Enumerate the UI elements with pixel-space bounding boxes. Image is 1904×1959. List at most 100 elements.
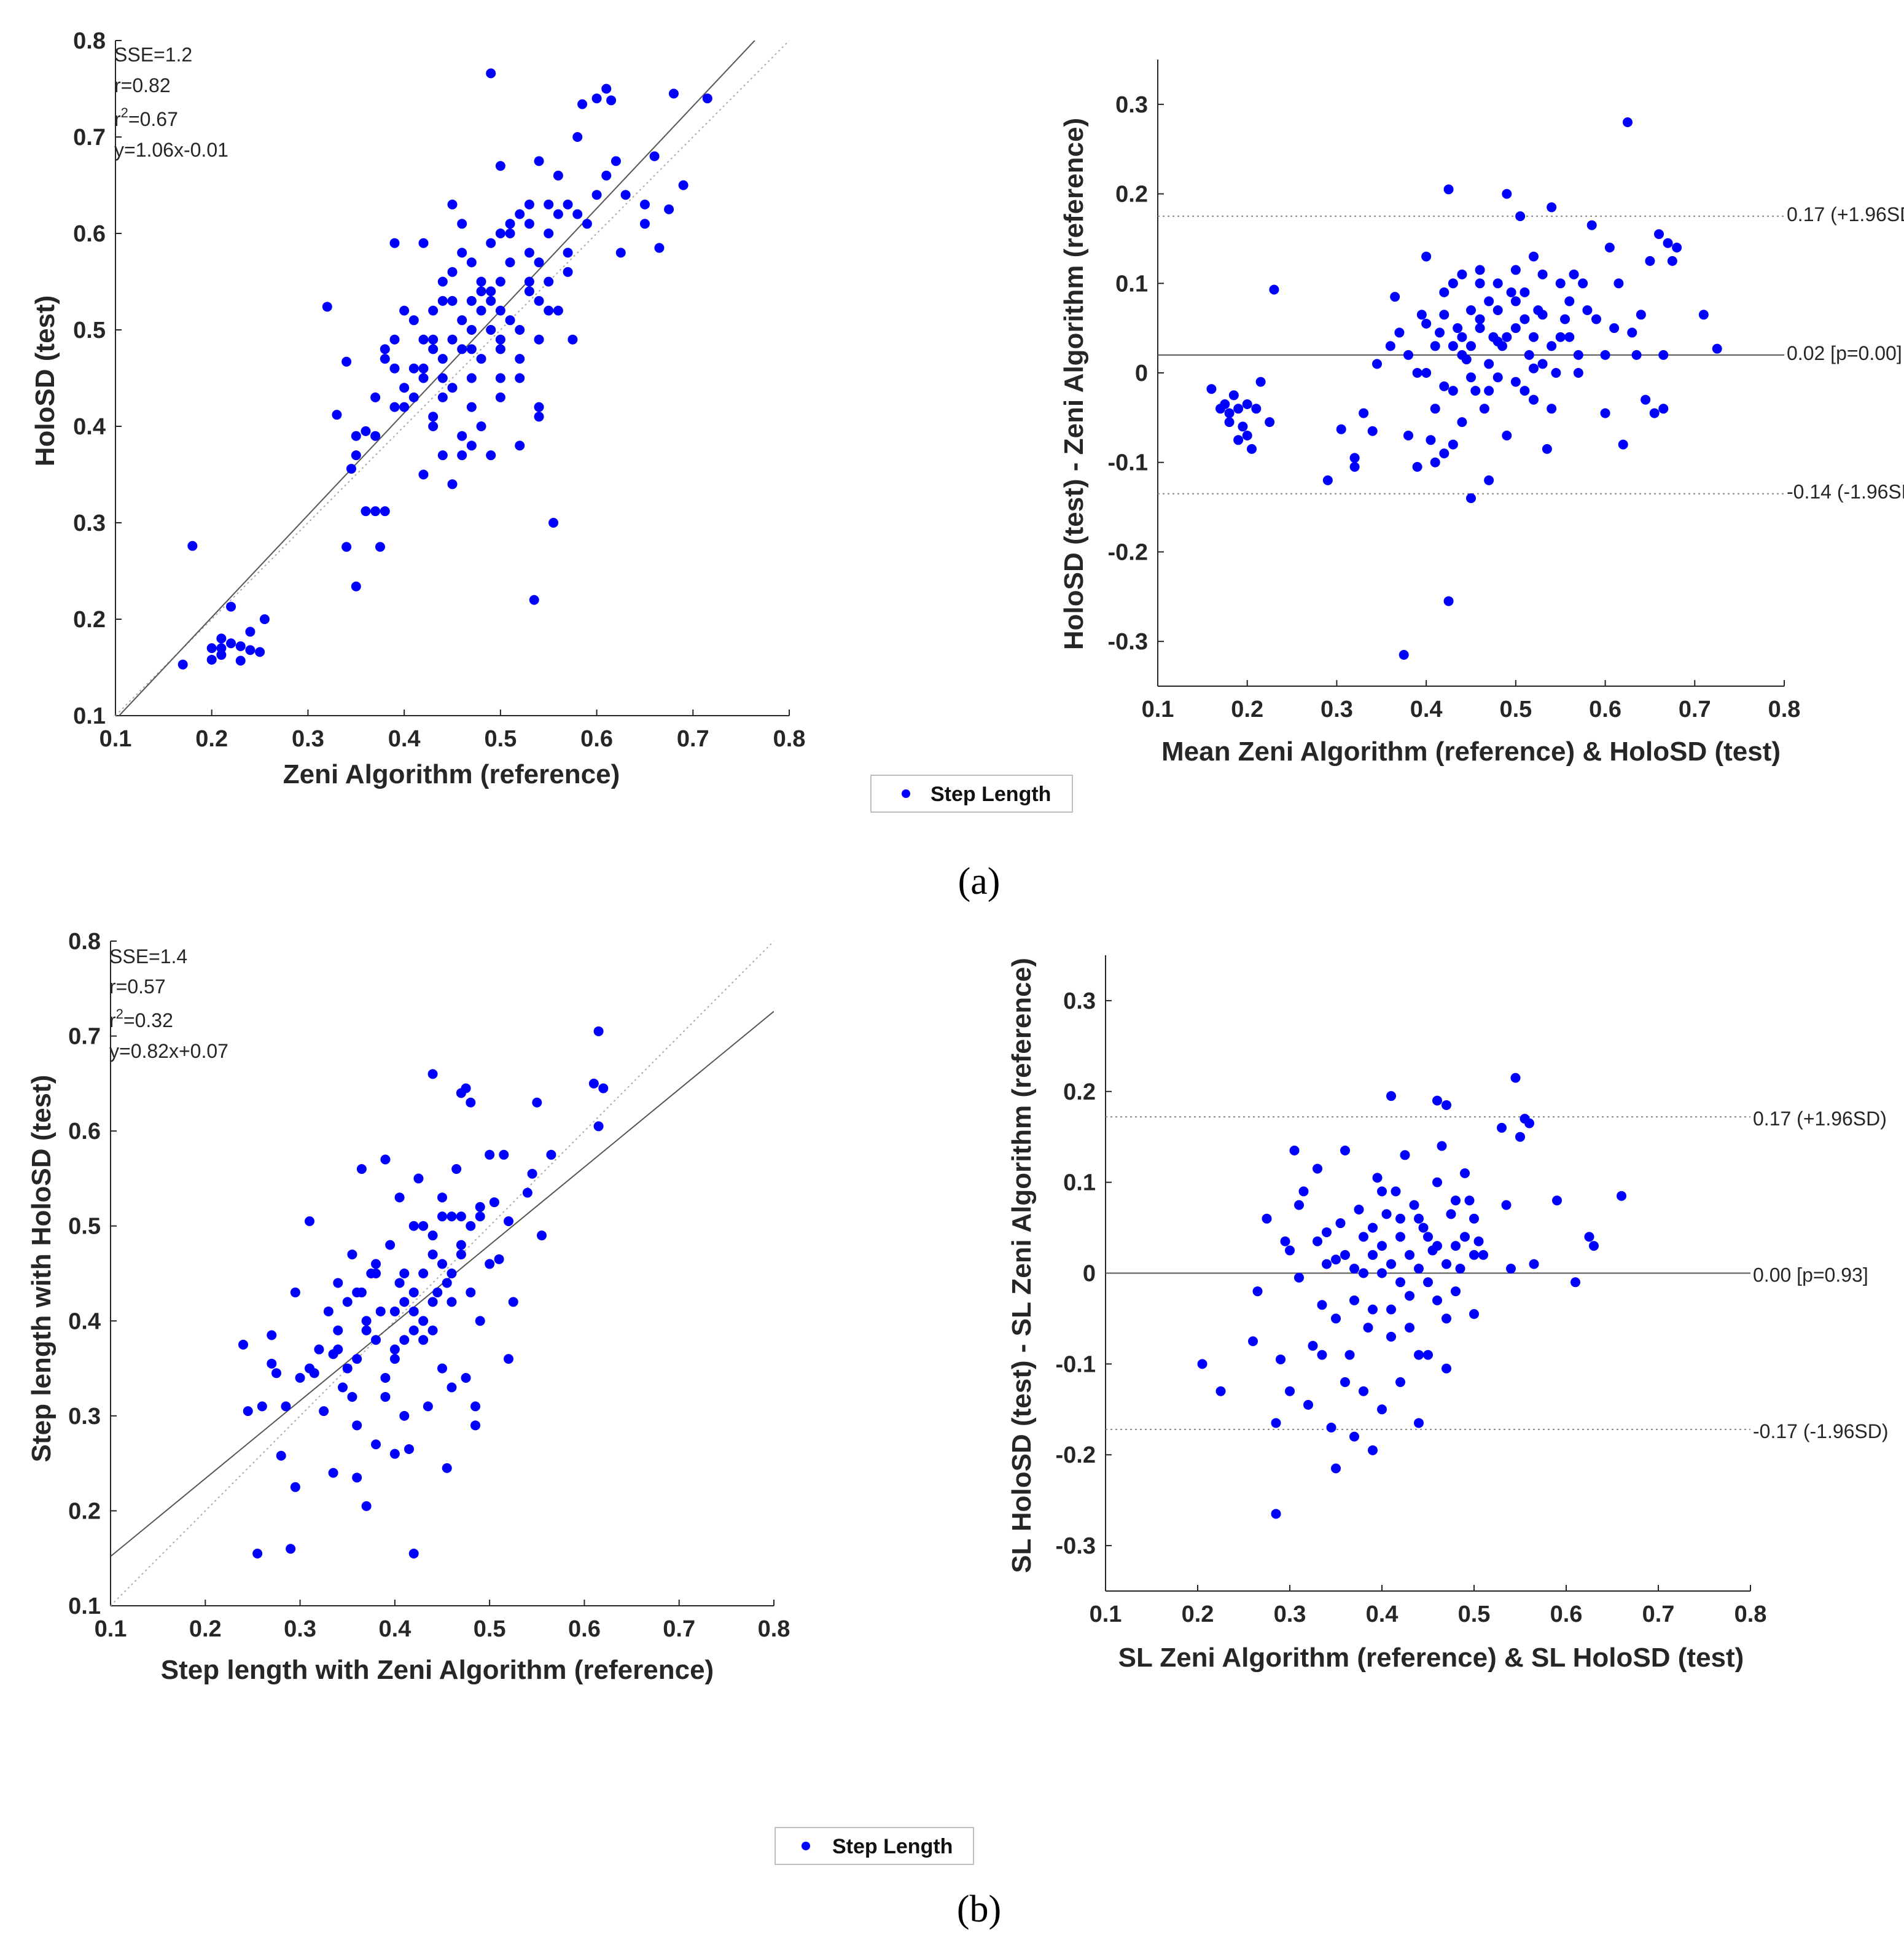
data-point (466, 1221, 476, 1231)
data-point (447, 334, 458, 345)
data-point (333, 1344, 343, 1355)
data-point (442, 1278, 452, 1288)
stat-r: r=0.57 (109, 976, 166, 998)
data-point (1529, 332, 1539, 342)
data-point (466, 402, 477, 412)
data-point (664, 204, 674, 214)
stat-r-squared: r2=0.67 (114, 105, 178, 130)
data-point (461, 1083, 471, 1093)
legend-marker (902, 789, 910, 798)
data-point (1386, 1332, 1396, 1342)
data-point (351, 581, 361, 592)
data-point (322, 302, 332, 312)
data-point (216, 643, 227, 654)
data-point (1405, 1323, 1414, 1333)
data-point (505, 315, 515, 326)
upper-limit-line-label: 0.17 (+1.96SD) (1753, 1108, 1887, 1130)
data-point (486, 68, 496, 79)
x-tick-label: 0.5 (1458, 1601, 1491, 1627)
data-point (1386, 1304, 1396, 1315)
data-point (1265, 417, 1275, 428)
y-tick-label: 0.3 (73, 510, 106, 536)
data-point (515, 354, 525, 364)
data-point (206, 654, 217, 665)
data-point (508, 1297, 518, 1307)
data-point (418, 469, 429, 480)
data-point (238, 1339, 248, 1350)
data-point (1313, 1163, 1322, 1174)
data-point (276, 1450, 286, 1461)
stat-equation: y=0.82x+0.07 (109, 1040, 228, 1062)
data-point (1377, 1268, 1387, 1278)
data-point (1484, 359, 1494, 369)
data-point (1484, 296, 1494, 307)
data-point (1564, 296, 1575, 307)
data-point (1479, 404, 1489, 414)
data-point (1520, 314, 1530, 324)
data-point (1501, 1200, 1512, 1210)
data-point (375, 1306, 386, 1316)
y-tick-label: 0.7 (73, 125, 106, 151)
data-point (489, 1197, 499, 1208)
subfigure-label-b: (b) (957, 1888, 1001, 1930)
upper-limit-line-label: 0.17 (+1.96SD) (1787, 203, 1904, 225)
data-point (1466, 372, 1476, 383)
data-point (1506, 287, 1516, 297)
data-point (216, 650, 227, 660)
data-point (1589, 1241, 1599, 1251)
data-point (1537, 359, 1548, 369)
x-tick-label: 0.4 (378, 1616, 411, 1642)
data-point (1276, 1354, 1286, 1364)
data-point (1421, 251, 1432, 262)
data-point (338, 1382, 348, 1393)
data-point (1317, 1350, 1327, 1360)
data-point (1262, 1213, 1272, 1224)
subfigure-label-a: (a) (958, 861, 1001, 902)
data-point (404, 1444, 414, 1454)
data-point (591, 190, 602, 200)
y-tick-label: 0.5 (68, 1214, 101, 1240)
data-point (1649, 408, 1660, 418)
data-point (1405, 1291, 1414, 1301)
data-point (1349, 462, 1360, 472)
data-point (601, 84, 612, 94)
data-point (553, 209, 563, 219)
data-point (1547, 341, 1557, 351)
y-tick-label: 0 (1135, 361, 1148, 386)
data-point (408, 363, 419, 373)
data-point (1712, 343, 1722, 354)
data-point (486, 295, 496, 306)
data-point (1560, 314, 1570, 324)
data-point (1552, 1195, 1562, 1206)
y-tick-label: 0.4 (68, 1308, 101, 1334)
data-point (447, 1211, 457, 1222)
data-point (187, 541, 198, 551)
data-point (1423, 1277, 1433, 1288)
data-point (1506, 1264, 1516, 1274)
data-point (1336, 424, 1346, 434)
data-point (216, 633, 227, 644)
data-point (1672, 243, 1682, 252)
data-point (1443, 596, 1454, 606)
data-point (1466, 493, 1476, 503)
data-point (1399, 650, 1409, 660)
legend-marker (802, 1842, 810, 1850)
data-point (582, 219, 592, 229)
data-point (485, 1259, 495, 1269)
data-point (1285, 1245, 1295, 1256)
data-point (342, 1363, 353, 1374)
data-point (427, 1069, 438, 1079)
data-point (399, 402, 410, 412)
data-point (1613, 278, 1624, 289)
data-point (389, 1344, 400, 1355)
x-axis-label: Step length with Zeni Algorithm (referen… (161, 1655, 714, 1685)
data-point (1412, 462, 1422, 472)
data-point (1242, 431, 1252, 440)
data-point (544, 305, 554, 316)
data-point (1418, 1222, 1429, 1233)
data-point (399, 383, 410, 393)
data-point (456, 1211, 466, 1222)
data-point (408, 392, 419, 402)
data-point (457, 344, 467, 354)
data-point (1582, 305, 1593, 315)
